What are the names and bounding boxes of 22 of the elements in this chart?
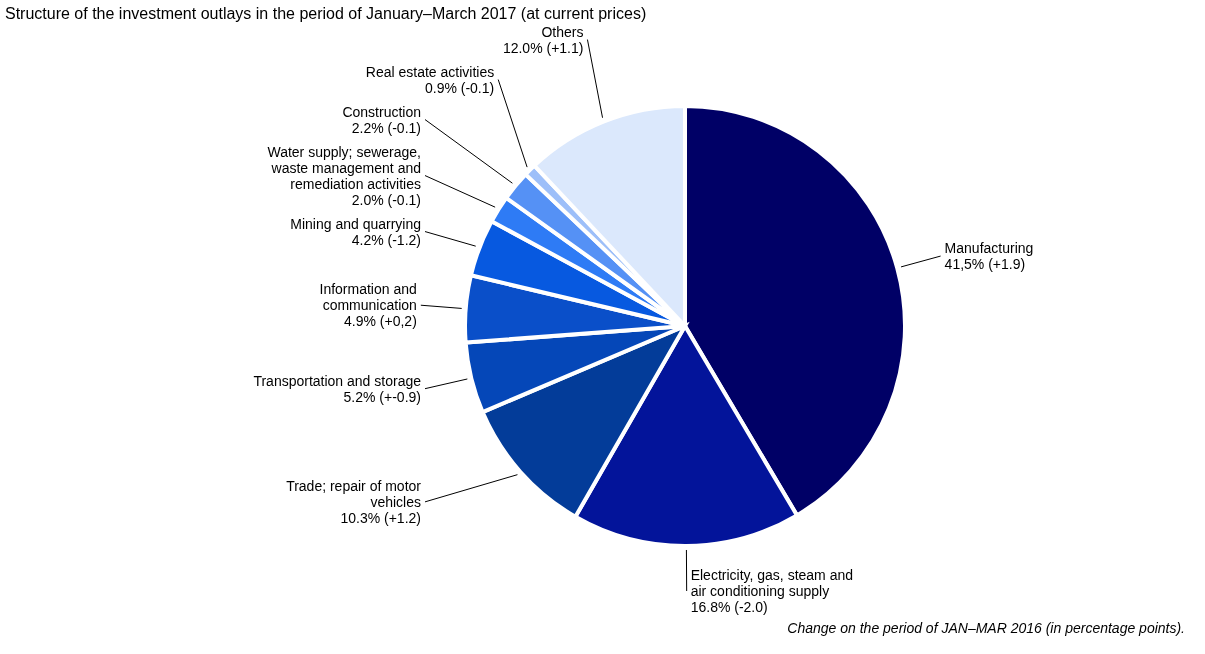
data-label: 5.2% (+-0.9) <box>343 388 421 405</box>
data-label: 12.0% (+1.1) <box>502 39 584 56</box>
slice-label: Construction <box>342 103 421 120</box>
data-label: 10.3% (+1.2) <box>340 509 421 526</box>
slice-label: Electricity, gas, steam and air conditioning supply <box>690 566 854 599</box>
data-label: 4.9% (+0,2) <box>344 313 417 330</box>
data-label: 4.2% (-1.2) <box>351 231 421 248</box>
data-label: 16.8% (-2.0) <box>690 598 768 615</box>
slice-label: Trade; repair of motor vehicles <box>286 477 422 510</box>
chart-title: Structure of the investment outlays in the period of January–March 2017 (at current prices) <box>5 4 647 22</box>
data-label: 0.9% (-0.1) <box>424 79 495 96</box>
slice-label: Manufacturing <box>944 240 1034 257</box>
text: Change on the period of JAN–MAR 2016 (in percentage points). <box>787 620 1185 636</box>
slice-label: Others <box>541 23 584 40</box>
data-label: 2.2% (-0.1) <box>351 119 421 136</box>
slice-label: Information and communication <box>319 281 417 314</box>
slice-label: Transportation and storage <box>253 372 422 389</box>
slice-label: Water supply; sewerage, waste management and remediation activities <box>267 143 421 192</box>
data-label: 41,5% (+1.9) <box>944 256 1026 273</box>
slice-label: Mining and quarrying <box>290 215 421 232</box>
data-label: 2.0% (-0.1) <box>351 191 421 208</box>
slice-label: Real estate activities <box>365 63 495 80</box>
